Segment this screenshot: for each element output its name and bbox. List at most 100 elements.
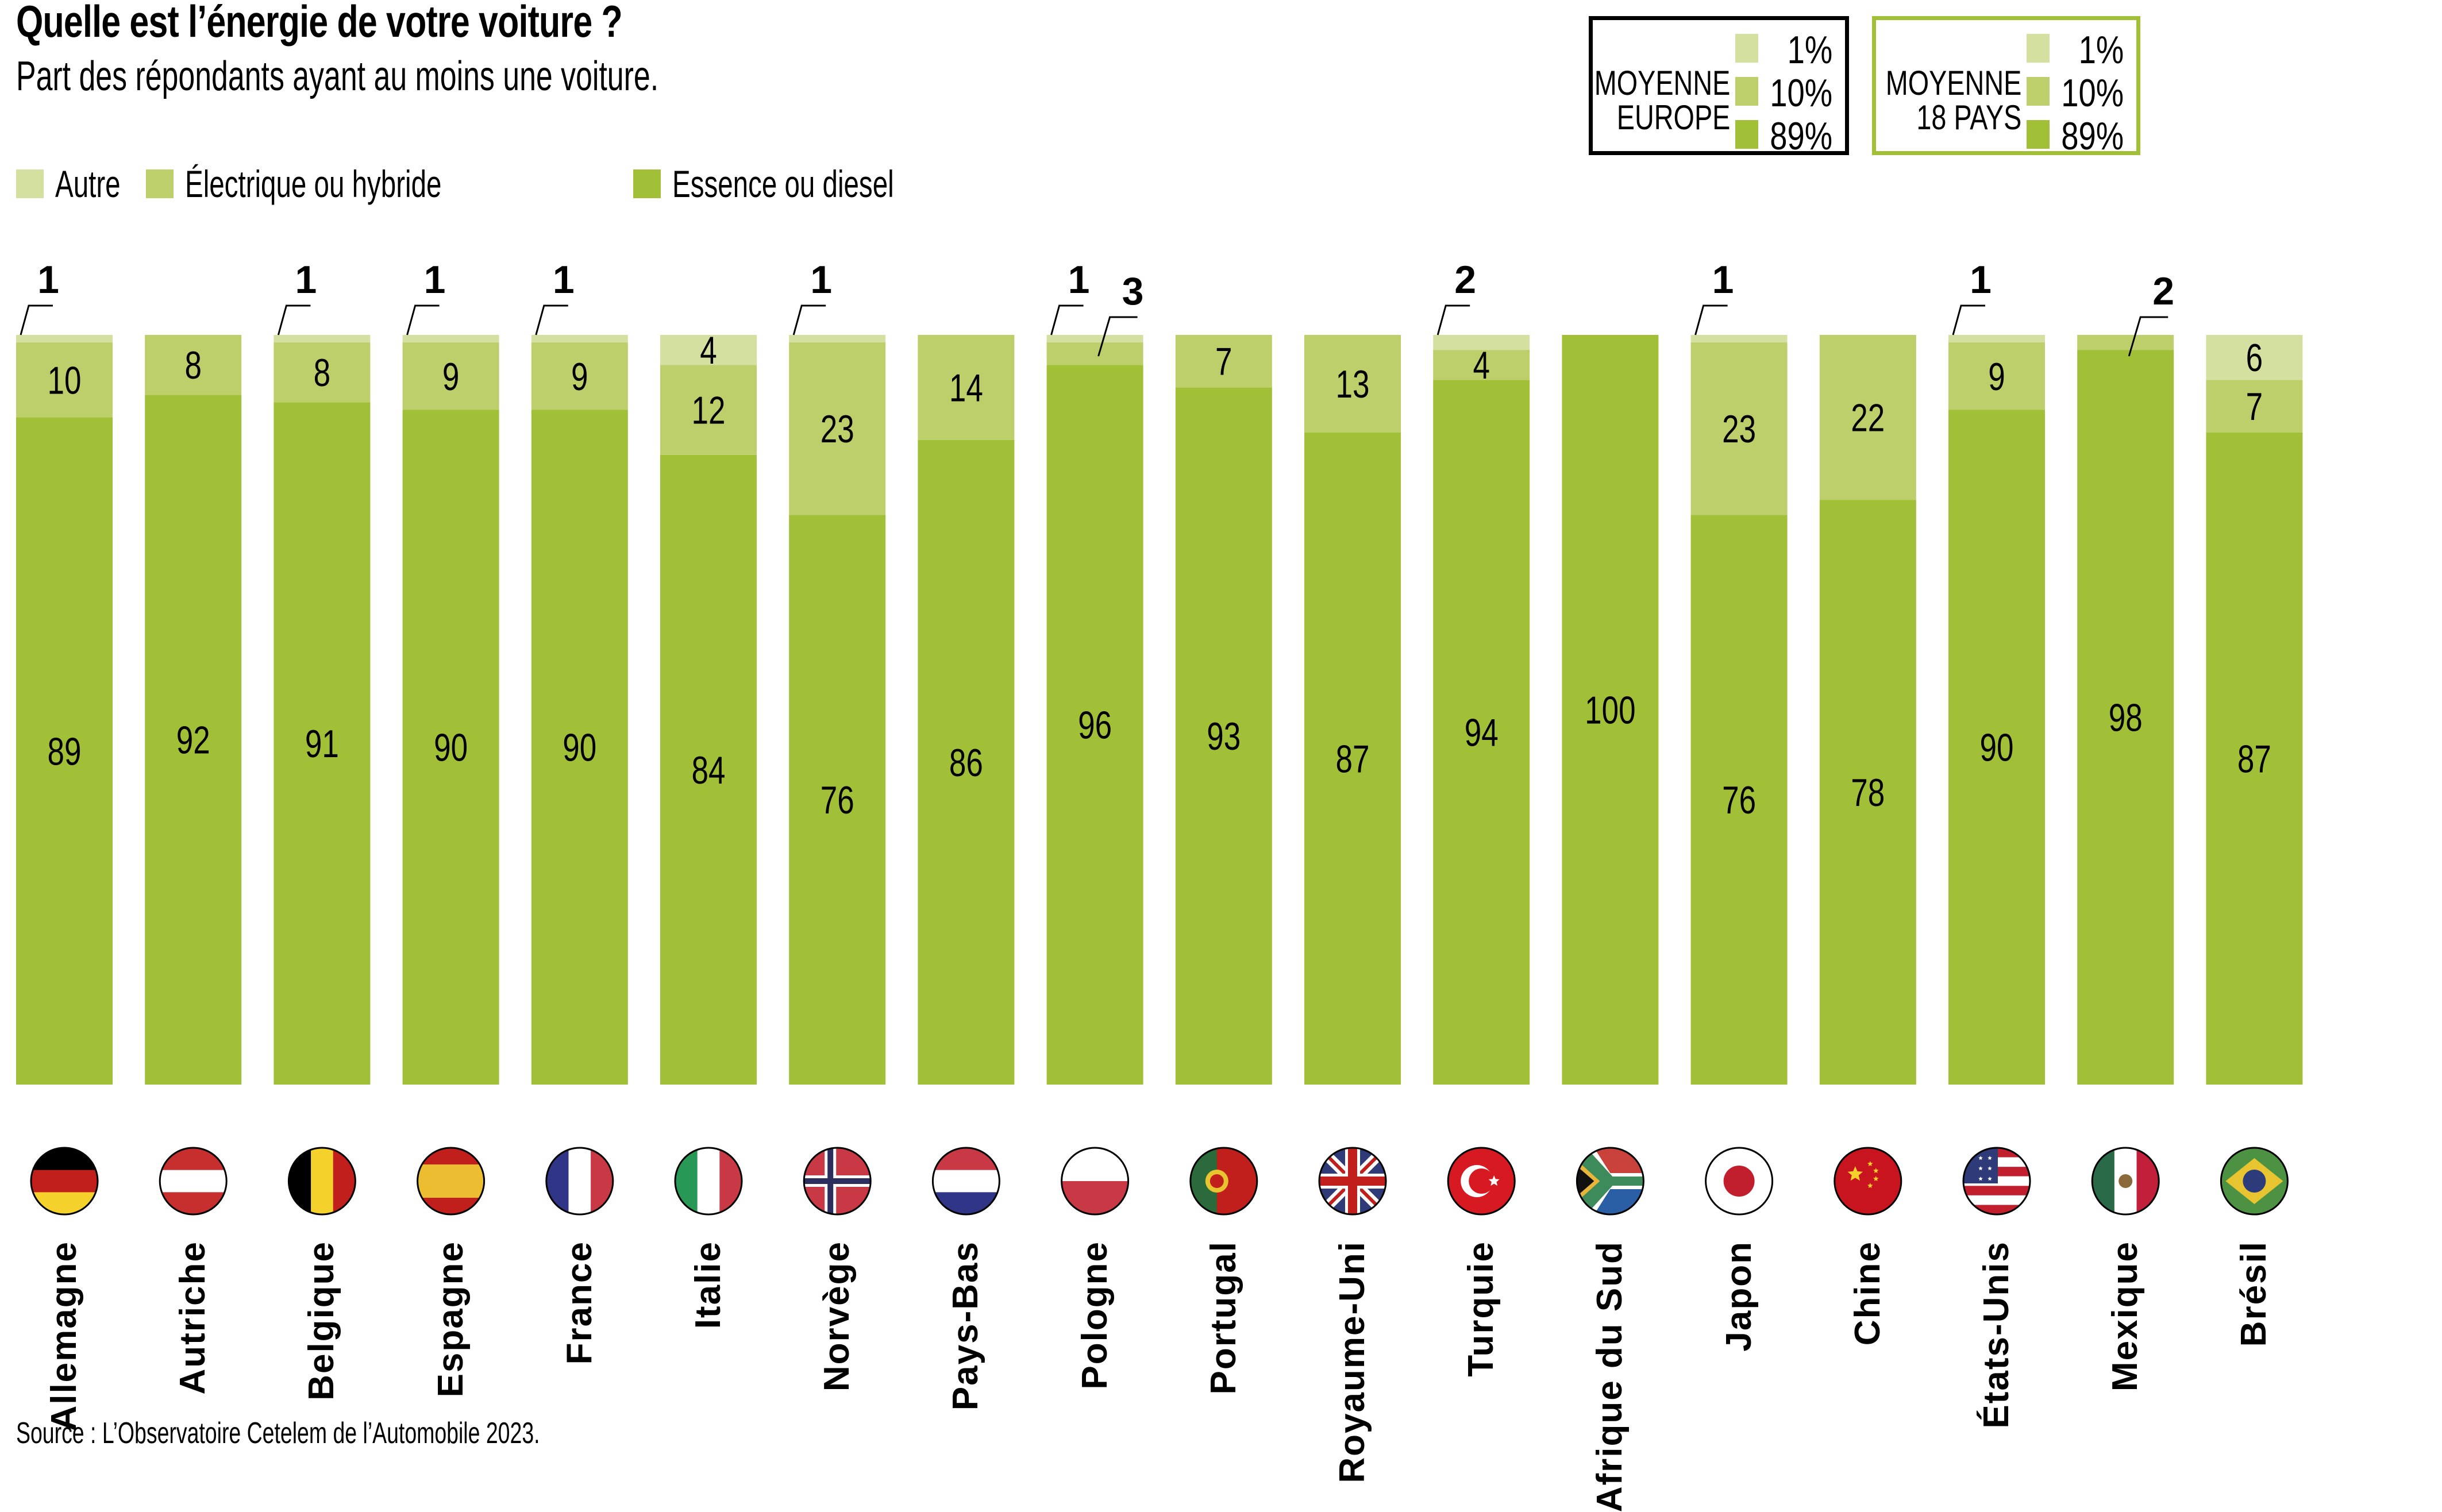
data-label-essence-ou-diesel-afrique-du-sud: 100 [1585, 688, 1635, 732]
average-row-essence: 89% [1593, 117, 1845, 156]
bar-group-japon [1690, 335, 1788, 1085]
data-label-electrique-ou-hybride-belgique: 8 [314, 351, 331, 395]
bar-group-royaume-uni [1304, 335, 1401, 1085]
callout-allemagne-autre: 1 [20, 258, 59, 335]
bar-group-bresil [2206, 335, 2303, 1085]
flag-es-icon [417, 1147, 486, 1216]
callout-line [1050, 304, 1084, 335]
average-row-essence: 89% [1876, 117, 2136, 156]
bar-essence-ou-diesel-etats-unis [1948, 410, 2045, 1085]
data-label-essence-ou-diesel-allemagne: 89 [48, 730, 82, 773]
callout-label: 1 [37, 258, 59, 302]
average-swatch-electrique [1735, 77, 1758, 106]
callout-line [535, 304, 568, 335]
bar-essence-ou-diesel-pologne [1046, 365, 1143, 1085]
bar-autre-turquie [1433, 335, 1530, 350]
data-label-electrique-ou-hybride-autriche: 8 [184, 344, 202, 387]
callout-label: 2 [2152, 269, 2174, 313]
country-label-portugal: Portugal [1203, 1241, 1243, 1395]
average-swatch-electrique [2027, 77, 2050, 106]
flag-de-icon [30, 1147, 99, 1216]
callout-line [20, 304, 53, 335]
bar-essence-ou-diesel-bresil [2206, 432, 2303, 1085]
callout-line [792, 304, 826, 335]
flag-jp-icon [1705, 1147, 1774, 1216]
callout-mexique-electrique-ou-hybride: 2 [2128, 269, 2174, 357]
country-label-norvege: Norvège [817, 1241, 857, 1392]
callout-label: 1 [1970, 258, 1992, 302]
bar-electrique-ou-hybride-pays-bas [918, 335, 1015, 440]
bar-group-allemagne [16, 335, 113, 1085]
callout-label: 1 [295, 258, 317, 302]
flag-pt-icon [1189, 1147, 1258, 1216]
average-value-autre: 1% [1787, 28, 1832, 72]
callout-norvege-autre: 1 [792, 258, 832, 335]
data-label-essence-ou-diesel-portugal: 93 [1207, 715, 1241, 758]
callout-line [1952, 304, 1985, 335]
bar-electrique-ou-hybride-etats-unis [1948, 342, 2045, 410]
callout-line [1694, 304, 1728, 335]
flag-us-icon [1962, 1147, 2031, 1216]
flag-at-icon [159, 1147, 228, 1216]
bar-group-pays-bas [918, 335, 1015, 1085]
country-label-allemagne: Allemagne [44, 1241, 84, 1432]
flag-tr-icon [1447, 1147, 1516, 1216]
bar-autre-italie [660, 335, 757, 365]
data-label-electrique-ou-hybride-italie: 12 [692, 388, 726, 432]
bar-electrique-ou-hybride-mexique [2077, 335, 2174, 350]
country-label-japon: Japon [1719, 1241, 1759, 1352]
country-label-belgique: Belgique [302, 1241, 342, 1401]
callout-pologne-autre: 1 [1050, 258, 1090, 335]
bar-essence-ou-diesel-afrique-du-sud [1562, 335, 1659, 1085]
bar-electrique-ou-hybride-autriche [145, 335, 242, 395]
average-row-autre: 1% [1876, 30, 2136, 70]
callout-label: 1 [553, 258, 575, 302]
legend-label-electrique: Électrique ou hybride [184, 163, 442, 205]
bar-essence-ou-diesel-espagne [402, 410, 499, 1085]
data-label-electrique-ou-hybride-france: 9 [571, 354, 588, 398]
country-label-italie: Italie [688, 1241, 728, 1329]
average-title-line2: EUROPE [1616, 98, 1730, 137]
data-label-essence-ou-diesel-italie: 84 [692, 749, 726, 792]
callout-label: 1 [1712, 258, 1734, 302]
bar-electrique-ou-hybride-france [531, 342, 628, 410]
flag-gb-icon [1318, 1147, 1387, 1216]
bar-autre-allemagne [16, 335, 113, 343]
data-label-electrique-ou-hybride-pays-bas: 14 [949, 366, 983, 410]
data-label-essence-ou-diesel-royaume-uni: 87 [1336, 737, 1370, 781]
callout-line [277, 304, 311, 335]
flag-be-icon [287, 1147, 356, 1216]
bar-essence-ou-diesel-royaume-uni [1304, 432, 1401, 1085]
bar-essence-ou-diesel-chine [1819, 500, 1916, 1085]
country-label-autriche: Autriche [173, 1241, 213, 1395]
bar-group-turquie [1433, 335, 1530, 1085]
callout-label: 1 [1068, 258, 1090, 302]
bar-electrique-ou-hybride-allemagne [16, 342, 113, 418]
bar-group-portugal [1175, 335, 1272, 1085]
callout-espagne-autre: 1 [406, 258, 446, 335]
bar-autre-etats-unis [1948, 335, 2045, 343]
data-label-electrique-ou-hybride-royaume-uni: 13 [1336, 362, 1370, 406]
bar-group-belgique [274, 335, 371, 1085]
bar-group-afrique-du-sud [1562, 335, 1659, 1085]
chart-subtitle: Part des répondants ayant au moins une v… [16, 53, 659, 99]
data-label-electrique-ou-hybride-norvege: 23 [821, 407, 854, 451]
average-value-electrique: 10% [1770, 71, 1832, 115]
bar-electrique-ou-hybride-espagne [402, 342, 499, 410]
flag-pl-icon [1061, 1147, 1130, 1216]
bar-autre-bresil [2206, 335, 2303, 380]
callout-turquie-autre: 2 [1436, 258, 1476, 335]
data-label-electrique-ou-hybride-turquie: 4 [1473, 344, 1490, 387]
bar-electrique-ou-hybride-italie [660, 365, 757, 455]
bar-autre-norvege [789, 335, 886, 343]
bar-group-pologne [1046, 335, 1143, 1085]
bar-group-france [531, 335, 628, 1085]
country-label-etats-unis: États-Unis [1977, 1241, 2016, 1429]
average-title-line2: 18 PAYS [1916, 98, 2021, 137]
bar-group-italie [660, 335, 757, 1085]
average-title-europe: MOYENNE EUROPE [1594, 66, 1730, 135]
legend-swatch-autre [16, 169, 44, 198]
callout-line [1436, 304, 1470, 335]
callout-line [1097, 316, 1138, 357]
bar-group-etats-unis [1948, 335, 2045, 1085]
